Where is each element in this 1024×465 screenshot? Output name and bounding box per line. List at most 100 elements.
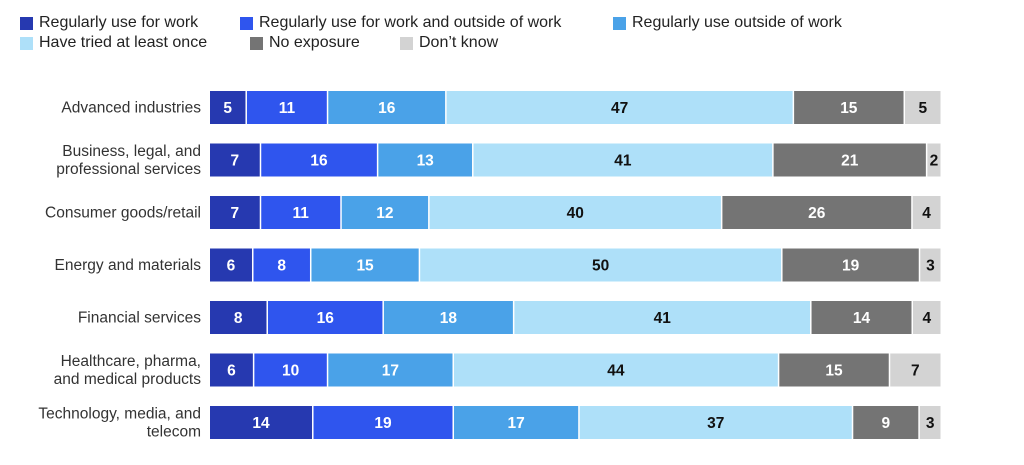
- bar-value-label: 41: [654, 310, 672, 327]
- bar-segment: [210, 353, 253, 387]
- bar-segment: [261, 143, 377, 177]
- legend-swatch: [20, 16, 33, 30]
- bar-segment: [782, 248, 919, 282]
- bar-value-label: 15: [825, 363, 843, 380]
- bar-value-label: 17: [507, 415, 524, 432]
- bar-segment: [328, 91, 446, 124]
- bar-segment: [913, 301, 941, 334]
- legend-label: Regularly use for work and outside of wo…: [259, 14, 562, 31]
- legend-swatch: [613, 16, 626, 30]
- bar-value-label: 7: [911, 363, 920, 380]
- category-label: Technology, media, and telecom: [38, 406, 201, 441]
- bar-segment: [328, 353, 453, 387]
- bar-segment: [246, 91, 327, 124]
- bar-value-label: 19: [374, 415, 392, 432]
- bar-value-label: 14: [252, 415, 270, 432]
- category-label: Financial services: [78, 310, 201, 327]
- bar-value-label: 8: [277, 258, 286, 275]
- bar-value-label: 19: [842, 258, 860, 275]
- bar-segment: [454, 406, 579, 439]
- bar-segment: [811, 301, 912, 334]
- bar-value-label: 11: [279, 100, 296, 117]
- bar-segment: [919, 406, 941, 439]
- bar-value-label: 37: [707, 415, 724, 432]
- bar-value-label: 7: [231, 205, 240, 222]
- bar-value-label: 5: [223, 100, 232, 117]
- bar-segment: [454, 353, 778, 387]
- bar-segment: [267, 301, 383, 334]
- bar-value-label: 3: [926, 258, 935, 275]
- legend-label: Regularly use outside of work: [632, 14, 842, 31]
- bar-segment: [210, 406, 313, 439]
- bar-value-label: 21: [841, 153, 859, 170]
- legend-label: Regularly use for work: [39, 14, 199, 31]
- bar-segment: [210, 248, 252, 282]
- category-label: Advanced industries: [61, 100, 201, 117]
- legend-item: Have tried at least once: [20, 34, 207, 52]
- bar-segment: [514, 301, 811, 334]
- bar-segment: [794, 91, 904, 124]
- legend-item: Regularly use for work and outside of wo…: [240, 14, 561, 32]
- bar-value-label: 16: [310, 153, 328, 170]
- bar-value-label: 4: [922, 205, 931, 222]
- bar-segment: [779, 353, 889, 387]
- legend-label: Don’t know: [419, 34, 499, 51]
- category-label: Energy and materials: [55, 257, 202, 274]
- bar-value-label: 44: [607, 363, 625, 380]
- bar-value-label: 9: [881, 415, 890, 432]
- bar-value-label: 11: [293, 205, 310, 222]
- bar-segment: [210, 196, 260, 229]
- legend-item: Don’t know: [400, 34, 498, 52]
- bar-value-label: 26: [808, 205, 826, 222]
- bar-segment: [254, 353, 327, 387]
- bar-segment: [722, 196, 912, 229]
- bar-value-label: 16: [317, 310, 335, 327]
- legend-item: Regularly use for work: [20, 14, 198, 32]
- bar-value-label: 15: [356, 258, 374, 275]
- bar-value-label: 6: [227, 258, 236, 275]
- category-label: Business, legal, and professional service…: [56, 143, 201, 178]
- legend-item: No exposure: [250, 34, 360, 52]
- bar-segment: [210, 143, 260, 177]
- legend-label: No exposure: [269, 34, 360, 51]
- bar-value-label: 47: [611, 100, 628, 117]
- bar-value-label: 8: [234, 310, 243, 327]
- bar-value-label: 18: [440, 310, 458, 327]
- bar-value-label: 3: [926, 415, 935, 432]
- bar-value-label: 41: [614, 153, 632, 170]
- bar-value-label: 16: [378, 100, 396, 117]
- bar-value-label: 5: [918, 100, 927, 117]
- bar-value-label: 50: [592, 258, 609, 275]
- bar-segment: [920, 248, 941, 282]
- bar-value-label: 7: [231, 153, 240, 170]
- bar-value-label: 13: [417, 153, 435, 170]
- bar-segment: [446, 91, 793, 124]
- bar-value-label: 17: [382, 363, 399, 380]
- legend-item: Regularly use outside of work: [613, 14, 842, 32]
- bar-value-label: 2: [930, 153, 939, 170]
- bar-segment: [210, 91, 246, 124]
- bar-segment: [927, 143, 941, 177]
- legend-swatch: [400, 36, 413, 50]
- bar-value-label: 40: [567, 205, 584, 222]
- bar-segment: [912, 196, 941, 229]
- bar-segment: [210, 301, 267, 334]
- legend-swatch: [250, 36, 263, 50]
- bar-value-label: 12: [376, 205, 393, 222]
- bar-segment: [905, 91, 941, 124]
- legend-swatch: [240, 16, 253, 30]
- bar-value-label: 10: [282, 363, 299, 380]
- legend-label: Have tried at least once: [39, 34, 208, 51]
- bar-segment: [341, 196, 429, 229]
- bar-segment: [420, 248, 782, 282]
- legend-swatch: [20, 36, 33, 50]
- bar-segment: [313, 406, 453, 439]
- bar-segment: [890, 353, 941, 387]
- bar-value-label: 4: [922, 310, 931, 327]
- bar-value-label: 6: [227, 363, 236, 380]
- bar-value-label: 15: [840, 100, 858, 117]
- bar-segment: [383, 301, 513, 334]
- bar-segment: [311, 248, 419, 282]
